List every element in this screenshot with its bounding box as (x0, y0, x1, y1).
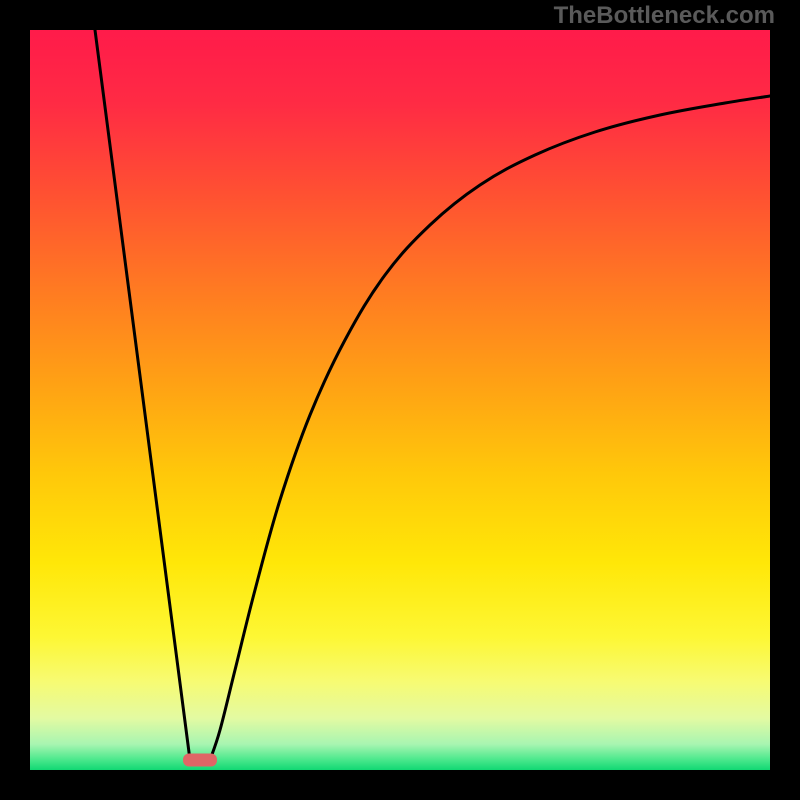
chart-svg (30, 30, 770, 770)
optimal-marker (183, 754, 217, 767)
watermark-text: TheBottleneck.com (554, 2, 775, 30)
gradient-background (30, 30, 770, 770)
plot-area (30, 30, 770, 770)
